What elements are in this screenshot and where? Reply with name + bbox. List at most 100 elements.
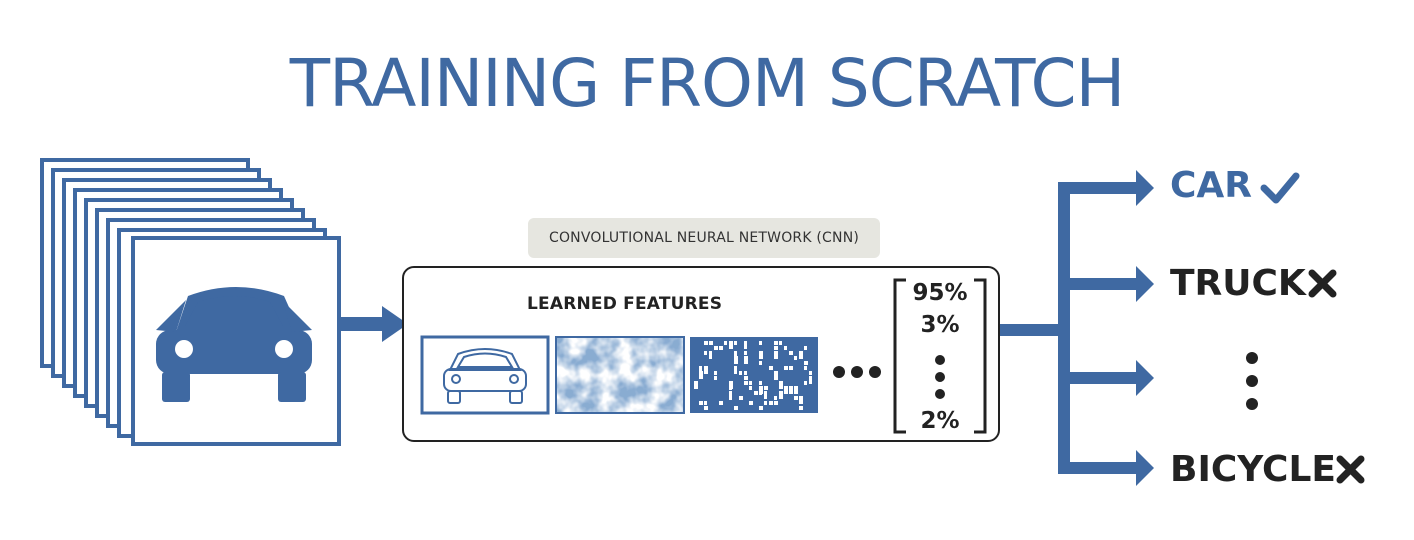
noise-pixel xyxy=(789,386,793,394)
noise-pixel xyxy=(769,401,773,405)
noise-pixel xyxy=(759,391,762,395)
noise-pixel xyxy=(754,391,758,395)
noise-pixel xyxy=(774,401,778,405)
output-arrows xyxy=(1000,170,1154,486)
noise-pixel xyxy=(774,341,778,345)
probability-ellipsis-icon xyxy=(935,355,945,399)
noise-pixel xyxy=(794,396,798,400)
noise-pixel xyxy=(794,356,797,360)
more-classes-icon xyxy=(1246,352,1258,410)
noise-pixel xyxy=(704,366,708,374)
noise-pixel xyxy=(729,396,732,400)
noise-pixel xyxy=(714,346,718,350)
noise-pixel xyxy=(759,386,763,394)
noise-pixel xyxy=(704,341,708,345)
noise-pixel xyxy=(744,356,748,364)
noise-pixel xyxy=(734,341,737,345)
noise-pixel xyxy=(739,396,743,400)
noise-pixel xyxy=(719,401,723,405)
noise-pixel xyxy=(804,381,807,385)
noise-pixel xyxy=(694,381,698,389)
noise-pixel xyxy=(799,351,803,359)
probability-bracket xyxy=(893,278,987,434)
noise-pixel xyxy=(764,386,768,390)
feature-map-pixels xyxy=(690,337,818,413)
noise-pixel xyxy=(734,356,738,364)
noise-pixel xyxy=(809,376,812,384)
car-windshield xyxy=(185,296,283,326)
noise-pixel xyxy=(699,366,702,374)
noise-pixel xyxy=(729,391,732,399)
noise-pixel xyxy=(789,366,793,370)
noise-pixel xyxy=(734,351,737,359)
noise-pixel xyxy=(709,341,713,345)
probability-last: 2% xyxy=(920,408,960,434)
noise-pixel xyxy=(764,391,767,399)
pixel-noise xyxy=(694,341,812,410)
noise-pixel xyxy=(779,381,783,389)
noise-pixel xyxy=(774,346,778,350)
noise-pixel xyxy=(699,401,703,405)
noise-pixel xyxy=(699,371,703,379)
noise-pixel xyxy=(784,346,787,350)
check-icon xyxy=(1260,172,1300,204)
noise-pixel xyxy=(784,366,788,370)
noise-pixel xyxy=(729,341,733,349)
x-icon xyxy=(1308,269,1337,298)
noise-pixel xyxy=(804,361,808,365)
x-icon xyxy=(1336,455,1365,484)
noise-pixel xyxy=(784,386,788,394)
noise-pixel xyxy=(804,346,807,350)
noise-pixel xyxy=(774,351,778,359)
noise-pixel xyxy=(799,406,803,410)
noise-pixel xyxy=(749,386,752,390)
noise-pixel xyxy=(799,396,803,404)
noise-pixel xyxy=(774,396,777,400)
car-headlight-left xyxy=(175,340,193,358)
noise-pixel xyxy=(734,366,737,374)
noise-pixel xyxy=(704,351,707,355)
output-label-bicycle: BICYCLE xyxy=(1170,449,1336,490)
car-outline-icon xyxy=(443,348,527,404)
noise-pixel xyxy=(739,371,742,375)
noise-pixel xyxy=(759,361,762,365)
input-arrow xyxy=(340,306,408,342)
noise-pixel xyxy=(774,371,778,379)
noise-pixel xyxy=(704,401,707,405)
noise-pixel xyxy=(744,376,748,380)
noise-pixel xyxy=(809,371,812,375)
noise-pixel xyxy=(719,346,723,350)
noise-pixel xyxy=(769,366,773,370)
noise-pixel xyxy=(704,406,708,410)
noise-pixel xyxy=(714,376,717,380)
noise-pixel xyxy=(749,381,752,385)
noise-pixel xyxy=(714,371,717,375)
noise-pixel xyxy=(774,376,778,380)
output-label-car: CAR xyxy=(1170,165,1253,206)
noise-pixel xyxy=(744,351,747,355)
noise-pixel xyxy=(789,351,793,355)
noise-pixel xyxy=(779,341,782,345)
noise-pixel xyxy=(764,401,767,405)
noise-pixel xyxy=(744,381,748,385)
noise-pixel xyxy=(759,406,763,410)
noise-pixel xyxy=(794,386,798,394)
probability-second: 3% xyxy=(920,312,960,338)
noise-pixel xyxy=(729,386,732,390)
noise-pixel xyxy=(744,341,747,349)
noise-pixel xyxy=(759,351,763,359)
noise-pixel xyxy=(709,351,712,359)
diagram-title: TRAINING FROM SCRATCH xyxy=(289,45,1126,122)
probability-top: 95% xyxy=(912,280,968,306)
noise-pixel xyxy=(724,341,727,345)
noise-pixel xyxy=(779,391,783,399)
noise-pixel xyxy=(744,371,747,375)
noise-pixel xyxy=(759,381,762,385)
more-features-icon xyxy=(833,366,881,378)
noise-pixel xyxy=(804,366,807,370)
output-label-truck: TRUCK xyxy=(1170,263,1306,304)
car-headlight-right xyxy=(275,340,293,358)
learned-features-label: LEARNED FEATURES xyxy=(527,294,723,314)
